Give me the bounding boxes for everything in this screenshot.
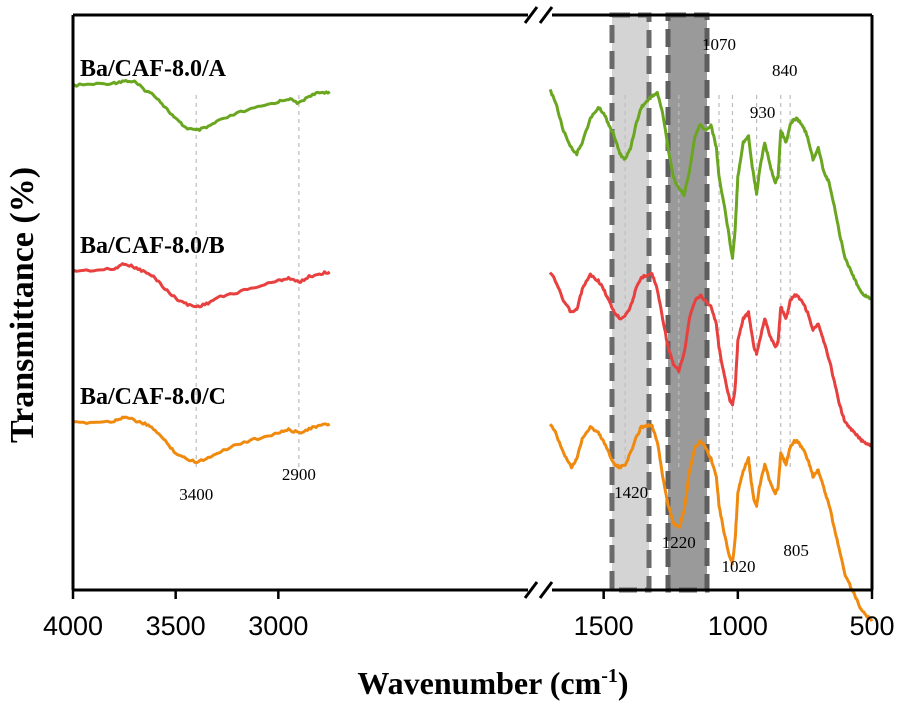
series-line-3-segment-2: [548, 423, 874, 622]
peak-label-1420: 1420: [614, 483, 648, 502]
peak-labels: 3400 2900 1420 1220 1070 1020 930 840 805: [179, 35, 809, 576]
tick-label-4000: 4000: [43, 611, 103, 641]
y-axis-title: Transmittance (%): [4, 167, 41, 443]
tick-label-500: 500: [849, 611, 894, 641]
shaded-band-1220: [665, 12, 710, 593]
peak-label-1070: 1070: [702, 35, 736, 54]
peak-label-1220: 1220: [662, 533, 696, 552]
series-label-a: Ba/CAF-8.0/A: [80, 56, 227, 82]
peak-guide-lines: [195, 95, 791, 470]
tick-label-1500: 1500: [574, 611, 634, 641]
series-label-c: Ba/CAF-8.0/C: [80, 384, 226, 410]
peak-label-930: 930: [750, 103, 776, 122]
peak-label-805: 805: [783, 541, 809, 560]
series-line-3-segment-1: [73, 415, 331, 465]
series-line-2-segment-2: [548, 271, 873, 448]
series-label-b: Ba/CAF-8.0/B: [80, 233, 225, 259]
series-line-1-segment-2: [548, 88, 873, 301]
tick-label-1000: 1000: [708, 611, 768, 641]
spectra-layer: [72, 79, 874, 622]
series-line-1-segment-1: [72, 79, 331, 132]
peak-label-3400: 3400: [179, 485, 213, 504]
axis-break-top: [523, 5, 554, 25]
tick-label-3000: 3000: [248, 611, 308, 641]
axis-break-bottom: [523, 580, 554, 600]
peak-label-2900: 2900: [282, 465, 316, 484]
peak-label-1020: 1020: [721, 557, 755, 576]
peak-label-840: 840: [772, 61, 798, 80]
x-ticks: 4000 3500 3000 1500 1000 500: [43, 590, 895, 641]
tick-label-3500: 3500: [146, 611, 206, 641]
x-axis-title: Wavenumber (cm-1): [357, 665, 628, 701]
series-line-2-segment-1: [72, 262, 331, 309]
